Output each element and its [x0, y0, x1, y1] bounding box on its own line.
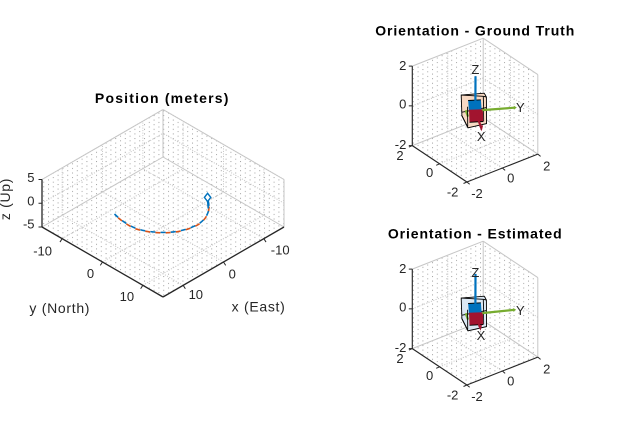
svg-text:y (North): y (North) — [29, 300, 90, 316]
svg-text:X: X — [477, 328, 486, 343]
svg-text:0: 0 — [426, 165, 433, 180]
svg-text:x (East): x (East) — [232, 298, 286, 314]
svg-text:Z: Z — [471, 62, 479, 77]
svg-text:Position (meters): Position (meters) — [95, 90, 230, 106]
svg-text:0: 0 — [426, 368, 433, 383]
svg-text:0: 0 — [27, 194, 34, 209]
svg-text:Y: Y — [516, 303, 525, 318]
svg-text:5: 5 — [27, 170, 34, 185]
svg-text:2: 2 — [399, 261, 406, 276]
svg-text:-2: -2 — [471, 389, 483, 404]
svg-text:0: 0 — [229, 267, 236, 282]
svg-text:2: 2 — [399, 58, 406, 73]
svg-text:-2: -2 — [395, 340, 407, 355]
svg-text:Z: Z — [471, 265, 479, 280]
svg-text:-10: -10 — [33, 244, 52, 259]
svg-text:-5: -5 — [23, 216, 35, 231]
svg-text:10: 10 — [120, 289, 134, 304]
svg-text:0: 0 — [507, 171, 514, 186]
svg-text:2: 2 — [543, 158, 550, 173]
svg-text:Y: Y — [516, 100, 525, 115]
svg-text:10: 10 — [189, 287, 203, 302]
svg-text:-10: -10 — [271, 242, 290, 257]
svg-text:0: 0 — [87, 266, 94, 281]
svg-text:-2: -2 — [395, 137, 407, 152]
svg-text:-2: -2 — [447, 387, 459, 402]
svg-text:0: 0 — [507, 374, 514, 389]
svg-text:X: X — [477, 129, 486, 144]
svg-text:2: 2 — [396, 148, 403, 163]
svg-text:z (Up): z (Up) — [0, 178, 13, 220]
svg-text:2: 2 — [543, 361, 550, 376]
svg-text:0: 0 — [399, 300, 406, 315]
svg-text:-2: -2 — [471, 186, 483, 201]
svg-text:0: 0 — [399, 97, 406, 112]
svg-text:2: 2 — [396, 351, 403, 366]
svg-text:Orientation - Ground Truth: Orientation - Ground Truth — [375, 22, 575, 38]
svg-text:Orientation - Estimated: Orientation - Estimated — [388, 225, 563, 241]
svg-text:-2: -2 — [447, 184, 459, 199]
